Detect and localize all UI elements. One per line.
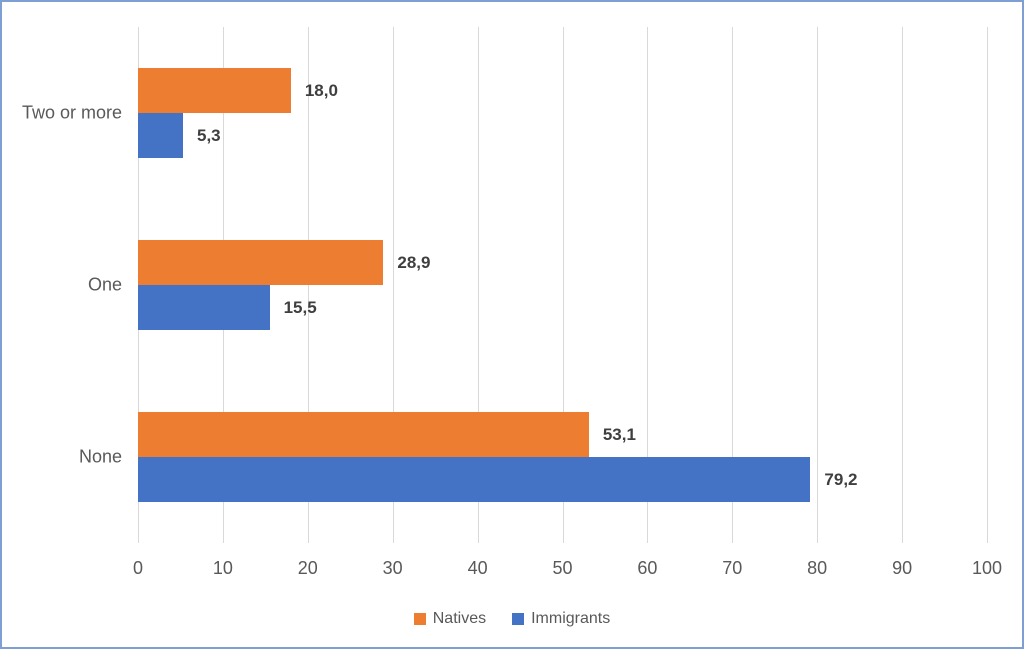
data-label-immigrants-none: 79,2 (824, 469, 858, 489)
data-label-immigrants-two-or-more: 5,3 (196, 125, 221, 145)
bar-immigrants-one (138, 285, 270, 330)
x-tick-label-40: 40 (467, 558, 488, 578)
x-tick-label-20: 20 (297, 558, 318, 578)
x-tick-label-10: 10 (212, 558, 233, 578)
legend: Natives Immigrants (2, 605, 1022, 633)
x-tick-label-50: 50 (552, 558, 573, 578)
x-tick-label-30: 30 (382, 558, 403, 578)
data-label-natives-two-or-more: 18,0 (304, 80, 338, 100)
value-axis: 0 10 20 30 40 50 60 70 80 90 100 (133, 558, 1002, 582)
data-label-natives-none: 53,1 (602, 424, 636, 444)
gridline-50 (562, 27, 564, 543)
gridline-20 (307, 27, 309, 543)
category-label-one: One (87, 274, 122, 295)
gridline-80 (817, 27, 819, 543)
gridline-40 (477, 27, 479, 543)
gridline-90 (902, 27, 904, 543)
plot-area: 18,0 5,3 28,9 15,5 53,1 79,2 (138, 27, 988, 543)
x-tick-label-0: 0 (132, 558, 144, 578)
x-tick-label-80: 80 (807, 558, 828, 578)
bar-natives-one (138, 240, 384, 285)
legend-item-immigrants: Immigrants (512, 610, 610, 628)
legend-label-immigrants: Immigrants (531, 610, 611, 627)
category-label-none: None (78, 446, 122, 467)
gridline-60 (647, 27, 649, 543)
x-tick-label-60: 60 (637, 558, 658, 578)
x-tick-label-100: 100 (971, 558, 1003, 578)
gridline-100 (987, 27, 988, 543)
gridline-70 (732, 27, 734, 543)
x-tick-label-70: 70 (722, 558, 743, 578)
x-tick-label-90: 90 (892, 558, 913, 578)
bar-immigrants-none (138, 457, 811, 502)
bar-natives-none (138, 412, 589, 457)
legend-label-natives: Natives (432, 610, 487, 627)
data-label-immigrants-one: 15,5 (283, 297, 317, 317)
category-label-two-or-more: Two or more (21, 102, 122, 123)
category-axis: Two or more One None (2, 27, 122, 543)
gridline-30 (392, 27, 394, 543)
legend-swatch-natives (413, 613, 426, 625)
legend-swatch-immigrants (512, 613, 525, 625)
data-label-natives-one: 28,9 (397, 252, 431, 272)
bar-immigrants-two-or-more (138, 113, 183, 158)
legend-item-natives: Natives (413, 610, 487, 628)
bar-natives-two-or-more (138, 68, 291, 113)
